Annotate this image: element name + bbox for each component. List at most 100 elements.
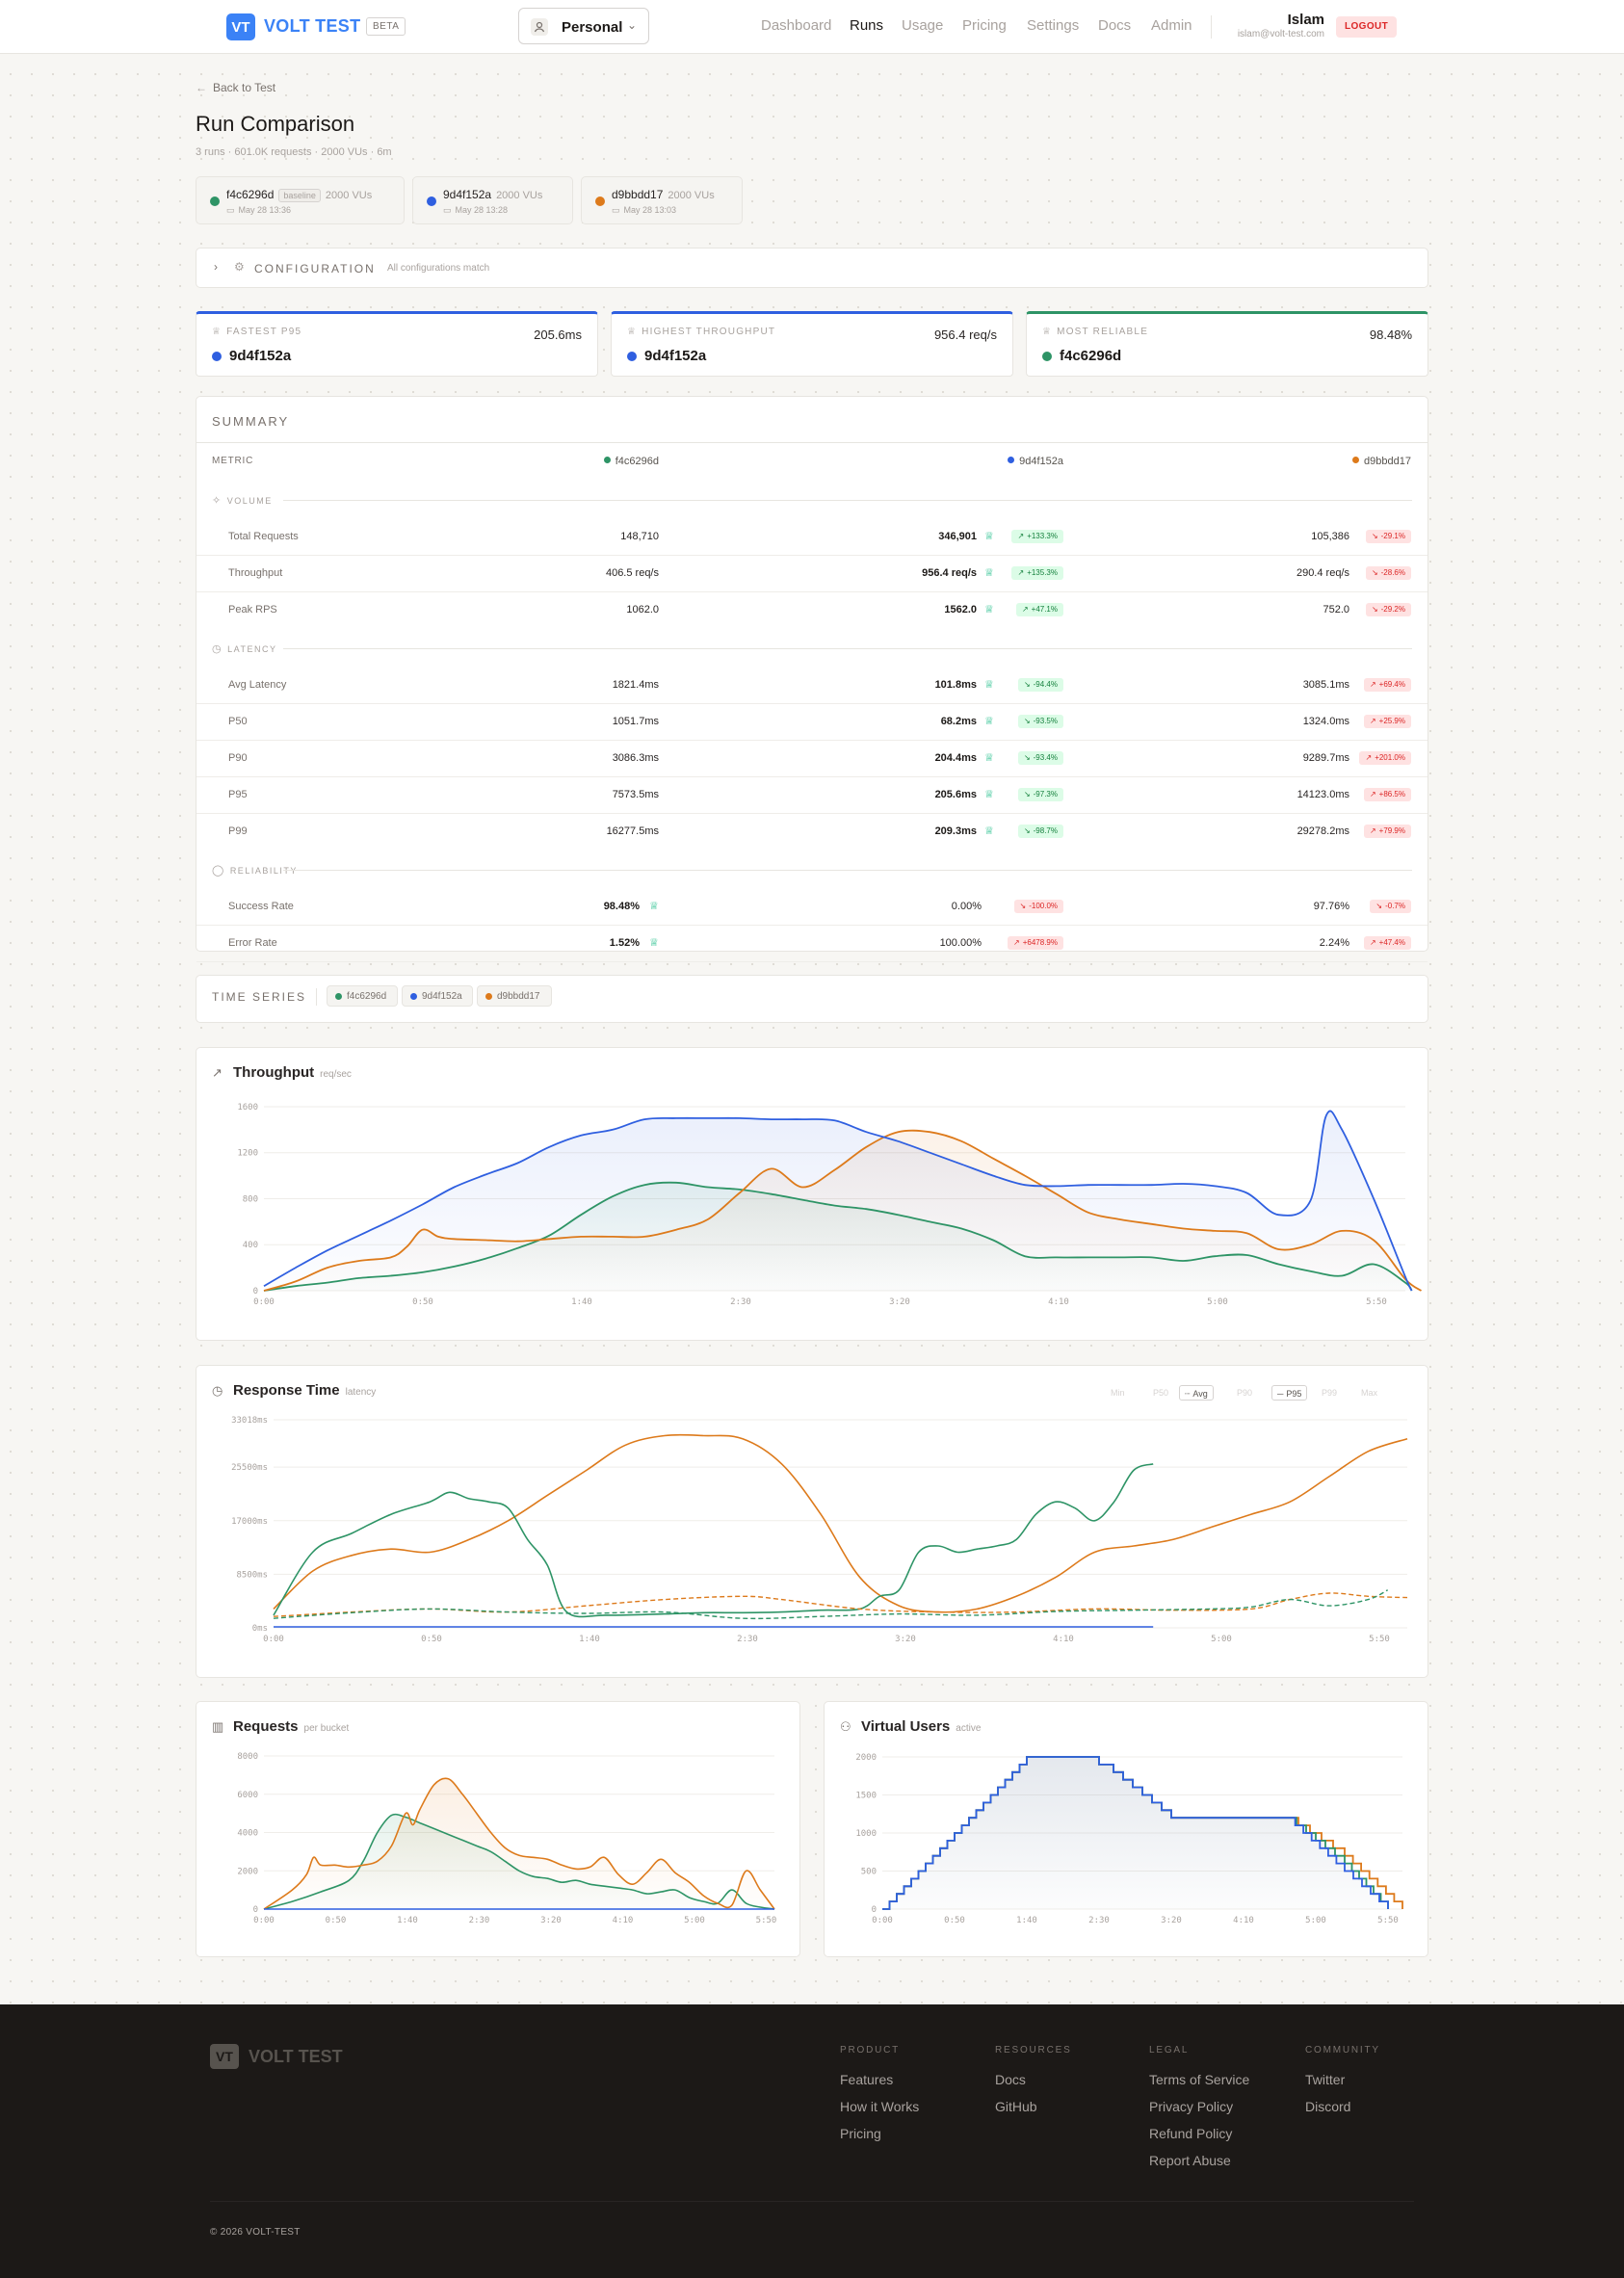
requests-chart-card: ▥ Requests per bucket 0 2000 4000 6000 8000 0:… bbox=[196, 1701, 800, 1957]
metric-label: Error Rate bbox=[228, 937, 277, 949]
footer-link[interactable]: Discord bbox=[1305, 2099, 1351, 2114]
nav-runs[interactable]: Runs bbox=[850, 17, 884, 34]
user-name: Islam bbox=[1287, 12, 1324, 28]
brand-logo-mark[interactable]: VT bbox=[226, 13, 255, 40]
trophy-icon: ♕ bbox=[984, 752, 994, 764]
logout-button[interactable]: LOGOUT bbox=[1336, 16, 1398, 38]
footer: VT VOLT TEST PRODUCT Features How it Works… bbox=[0, 2004, 1624, 2278]
divider bbox=[210, 2201, 1414, 2202]
series-toggle-9d4f152a[interactable]: 9d4f152a bbox=[402, 985, 473, 1007]
run-color-dot bbox=[1008, 457, 1015, 463]
summary-table: SUMMARY METRIC f4c6296d 9d4f152a d9bbdd17 ✧… bbox=[196, 396, 1428, 962]
series-toggle-f4c6296d[interactable]: f4c6296d bbox=[327, 985, 398, 1007]
nav-usage[interactable]: Usage bbox=[902, 17, 944, 34]
footer-link[interactable]: Twitter bbox=[1305, 2072, 1346, 2087]
percentile-toggle-p95[interactable]: ─ P95 bbox=[1271, 1385, 1308, 1401]
percentile-label: P50 bbox=[1153, 1388, 1169, 1398]
footer-link[interactable]: Privacy Policy bbox=[1149, 2099, 1234, 2114]
top-navbar: VT VOLT TEST BETA Personal ⌄ Dashboard Ru… bbox=[0, 0, 1624, 54]
footer-link[interactable]: GitHub bbox=[995, 2099, 1037, 2114]
metric-value: 406.5 req/s bbox=[605, 567, 659, 579]
footer-link[interactable]: Features bbox=[840, 2072, 894, 2087]
metric-label: P90 bbox=[228, 752, 248, 764]
x-tick-label: 0:00 bbox=[263, 1635, 284, 1644]
calendar-icon: ▭ bbox=[443, 205, 452, 215]
footer-link[interactable]: Report Abuse bbox=[1149, 2153, 1231, 2168]
percentile-label: Avg bbox=[1192, 1389, 1208, 1399]
trend-up-icon: ↗ bbox=[1021, 605, 1029, 614]
metric-column-header: METRIC bbox=[212, 456, 254, 466]
trend-down-icon: ↘ bbox=[1023, 680, 1031, 689]
chart-title-text: Virtual Users bbox=[861, 1718, 951, 1735]
percentile-toggle-p99[interactable]: P99 bbox=[1317, 1385, 1342, 1401]
page-subtitle: 3 runs · 601.0K requests · 2000 VUs · 6m bbox=[196, 146, 392, 158]
y-tick-label: 1200 bbox=[237, 1149, 258, 1159]
delta-value: -93.4% bbox=[1033, 753, 1058, 762]
highlight-value: 205.6ms bbox=[534, 327, 582, 342]
metric-value: 68.2ms bbox=[940, 716, 977, 727]
x-tick-label: 4:10 bbox=[1048, 1297, 1069, 1307]
time-series-label: TIME SERIES bbox=[212, 990, 307, 1004]
gear-icon: ⚙ bbox=[234, 260, 245, 274]
series-toggle-d9bbdd17[interactable]: d9bbdd17 bbox=[477, 985, 552, 1007]
series-area-d9bbdd17 bbox=[264, 1778, 774, 1909]
delta-badge: ↗ +25.9% bbox=[1363, 715, 1411, 728]
nav-docs[interactable]: Docs bbox=[1098, 17, 1132, 34]
footer-link[interactable]: Refund Policy bbox=[1149, 2126, 1233, 2141]
nav-dashboard[interactable]: Dashboard bbox=[761, 17, 832, 34]
run-vus: 2000 VUs bbox=[668, 190, 715, 201]
y-tick-label: 1600 bbox=[237, 1103, 258, 1113]
run-chip[interactable]: 9d4f152a 2000 VUs ▭ May 28 13:28 bbox=[412, 176, 573, 224]
divider bbox=[196, 555, 1428, 556]
metric-value: 16277.5ms bbox=[606, 825, 659, 837]
percentile-toggle-max[interactable]: Max bbox=[1356, 1385, 1382, 1401]
x-tick-label: 3:20 bbox=[889, 1297, 910, 1307]
trend-down-icon: ↘ bbox=[1375, 902, 1383, 910]
footer-logo-mark[interactable]: VT bbox=[210, 2044, 239, 2069]
x-tick-label: 5:50 bbox=[1369, 1635, 1390, 1644]
delta-badge: ↘ -29.1% bbox=[1365, 530, 1411, 543]
trend-down-icon: ↘ bbox=[1371, 568, 1378, 577]
run-column-id: 9d4f152a bbox=[1019, 456, 1063, 467]
delta-badge: ↘ -29.2% bbox=[1365, 603, 1411, 616]
trophy-icon: ♕ bbox=[1042, 327, 1053, 337]
footer-column-title: COMMUNITY bbox=[1305, 2045, 1380, 2055]
x-tick-label: 0:50 bbox=[326, 1916, 347, 1925]
run-chip[interactable]: d9bbdd17 2000 VUs ▭ May 28 13:03 bbox=[581, 176, 743, 224]
response-time-chart: 0ms 8500ms 17000ms 25500ms 33018ms 0:00 0:50 1:… bbox=[231, 1416, 1408, 1644]
percentile-toggle-avg[interactable]: ┈ Avg bbox=[1179, 1385, 1214, 1401]
y-tick-label: 0 bbox=[253, 1905, 258, 1915]
percentile-toggle-p50[interactable]: P50 bbox=[1148, 1385, 1173, 1401]
footer-link[interactable]: Terms of Service bbox=[1149, 2072, 1250, 2087]
nav-pricing[interactable]: Pricing bbox=[962, 17, 1007, 34]
metric-label: P99 bbox=[228, 825, 248, 837]
series-line-d9bbdd17 bbox=[263, 1777, 775, 1910]
footer-link[interactable]: Pricing bbox=[840, 2126, 881, 2141]
configuration-panel[interactable]: › ⚙ CONFIGURATION All configurations mat… bbox=[196, 248, 1428, 288]
back-link[interactable]: ← Back to Test bbox=[196, 81, 275, 94]
delta-value: +133.3% bbox=[1027, 532, 1058, 540]
divider bbox=[196, 961, 1428, 962]
chart-subtitle: req/sec bbox=[320, 1069, 352, 1080]
y-tick-label: 6000 bbox=[237, 1791, 258, 1800]
run-chip[interactable]: f4c6296d baseline 2000 VUs ▭ May 28 13:36 bbox=[196, 176, 405, 224]
metric-value: 209.3ms bbox=[934, 825, 977, 837]
footer-link[interactable]: How it Works bbox=[840, 2099, 920, 2114]
footer-brand[interactable]: VOLT TEST bbox=[249, 2047, 343, 2066]
chart-title-text: Requests bbox=[233, 1718, 299, 1735]
trophy-icon: ♕ bbox=[627, 327, 638, 337]
nav-admin[interactable]: Admin bbox=[1151, 17, 1192, 34]
percentile-toggle-min[interactable]: Min bbox=[1106, 1385, 1130, 1401]
workspace-selector[interactable]: Personal ⌄ bbox=[518, 8, 649, 44]
trend-up-icon: ↗ bbox=[1365, 753, 1373, 762]
metric-value: 1051.7ms bbox=[612, 716, 659, 727]
series-line-9d4f152a bbox=[882, 1756, 1389, 1910]
chart-title: Requests per bucket bbox=[233, 1718, 349, 1735]
footer-link[interactable]: Docs bbox=[995, 2072, 1026, 2087]
x-tick-label: 3:20 bbox=[895, 1635, 916, 1644]
metric-value: 1562.0 bbox=[944, 604, 977, 615]
run-color-dot bbox=[335, 993, 342, 1000]
brand-name[interactable]: VOLT TEST bbox=[264, 16, 361, 36]
nav-settings[interactable]: Settings bbox=[1027, 17, 1080, 34]
percentile-toggle-p90[interactable]: P90 bbox=[1232, 1385, 1257, 1401]
